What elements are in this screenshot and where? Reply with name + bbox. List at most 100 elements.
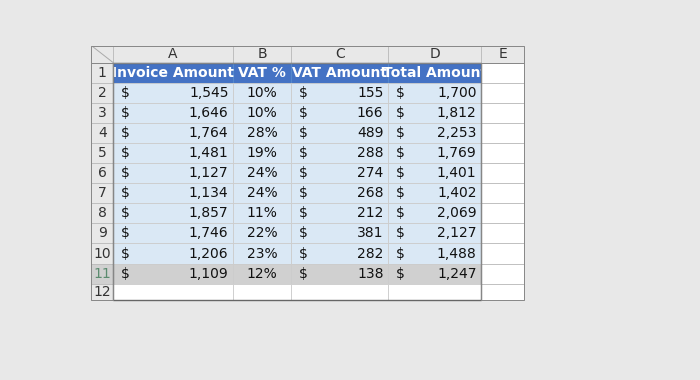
Bar <box>291 244 389 263</box>
Bar <box>233 83 291 103</box>
Bar <box>481 184 524 203</box>
Bar <box>389 244 481 263</box>
Bar <box>113 83 233 103</box>
Text: 1,545: 1,545 <box>189 86 228 100</box>
Text: 4: 4 <box>98 127 106 140</box>
Text: $: $ <box>299 187 308 200</box>
Bar <box>389 184 481 203</box>
Text: D: D <box>429 47 440 61</box>
Text: $: $ <box>396 166 405 180</box>
Text: $: $ <box>121 187 130 200</box>
Bar <box>291 203 389 223</box>
Text: 212: 212 <box>357 206 384 220</box>
Text: Invoice Amount: Invoice Amount <box>112 66 234 80</box>
Text: 1,812: 1,812 <box>437 106 477 120</box>
Text: 268: 268 <box>357 187 384 200</box>
Text: 12%: 12% <box>247 266 278 280</box>
Text: 11%: 11% <box>247 206 278 220</box>
Text: $: $ <box>299 86 308 100</box>
Text: B: B <box>258 47 267 61</box>
Bar <box>92 244 113 263</box>
Text: 10%: 10% <box>247 86 278 100</box>
Bar <box>92 143 113 163</box>
Text: 1,481: 1,481 <box>189 146 228 160</box>
Bar <box>291 83 389 103</box>
Text: 1,746: 1,746 <box>189 226 228 241</box>
Bar <box>233 163 291 184</box>
Text: 3: 3 <box>98 106 106 120</box>
Text: A: A <box>169 47 178 61</box>
Bar <box>113 143 233 163</box>
Text: 12: 12 <box>93 285 111 299</box>
Bar <box>389 103 481 124</box>
Text: 138: 138 <box>357 266 384 280</box>
Bar <box>291 263 389 283</box>
Text: 24%: 24% <box>247 187 278 200</box>
Text: $: $ <box>396 226 405 241</box>
Bar <box>92 124 113 143</box>
Bar <box>291 63 389 83</box>
Text: 274: 274 <box>357 166 384 180</box>
Text: 11: 11 <box>93 266 111 280</box>
Bar <box>92 46 113 63</box>
Bar <box>481 83 524 103</box>
Bar <box>92 184 113 203</box>
Text: 1,700: 1,700 <box>437 86 477 100</box>
Text: $: $ <box>396 146 405 160</box>
Text: 288: 288 <box>357 146 384 160</box>
Text: $: $ <box>121 266 130 280</box>
Text: $: $ <box>299 106 308 120</box>
Text: 7: 7 <box>98 187 106 200</box>
Bar <box>481 163 524 184</box>
Text: 1: 1 <box>98 66 106 80</box>
Text: $: $ <box>396 206 405 220</box>
Bar <box>233 124 291 143</box>
Bar <box>233 63 291 83</box>
Bar <box>291 103 389 124</box>
Text: Total Amount: Total Amount <box>383 66 486 80</box>
Bar <box>389 263 481 283</box>
Text: 10%: 10% <box>247 106 278 120</box>
Text: 1,206: 1,206 <box>189 247 228 261</box>
Bar <box>481 124 524 143</box>
Bar <box>481 263 524 283</box>
Text: $: $ <box>299 247 308 261</box>
Text: VAT %: VAT % <box>238 66 286 80</box>
Text: 24%: 24% <box>247 166 278 180</box>
Bar <box>291 46 389 63</box>
Bar <box>233 263 291 283</box>
Text: 5: 5 <box>98 146 106 160</box>
Text: $: $ <box>396 86 405 100</box>
Bar <box>233 143 291 163</box>
Bar <box>92 203 113 223</box>
Text: 166: 166 <box>357 106 384 120</box>
Text: 155: 155 <box>357 86 384 100</box>
Bar <box>113 263 233 283</box>
Text: $: $ <box>121 166 130 180</box>
Bar <box>233 184 291 203</box>
Bar <box>389 63 481 83</box>
Text: $: $ <box>121 247 130 261</box>
Text: 2,069: 2,069 <box>437 206 477 220</box>
Bar <box>389 203 481 223</box>
Text: $: $ <box>121 86 130 100</box>
Bar <box>291 163 389 184</box>
Text: 28%: 28% <box>247 127 278 140</box>
Bar <box>92 63 113 301</box>
Text: $: $ <box>299 226 308 241</box>
Bar <box>389 223 481 244</box>
Bar <box>113 63 233 83</box>
Text: 22%: 22% <box>247 226 278 241</box>
Text: 8: 8 <box>98 206 106 220</box>
Text: 1,769: 1,769 <box>437 146 477 160</box>
Text: 2,253: 2,253 <box>438 127 477 140</box>
Text: $: $ <box>396 266 405 280</box>
Text: 1,488: 1,488 <box>437 247 477 261</box>
Text: 1,247: 1,247 <box>437 266 477 280</box>
Text: $: $ <box>121 146 130 160</box>
Bar <box>113 46 233 63</box>
Bar <box>481 63 524 301</box>
Bar <box>113 283 233 301</box>
Text: $: $ <box>299 266 308 280</box>
Bar <box>233 46 291 63</box>
